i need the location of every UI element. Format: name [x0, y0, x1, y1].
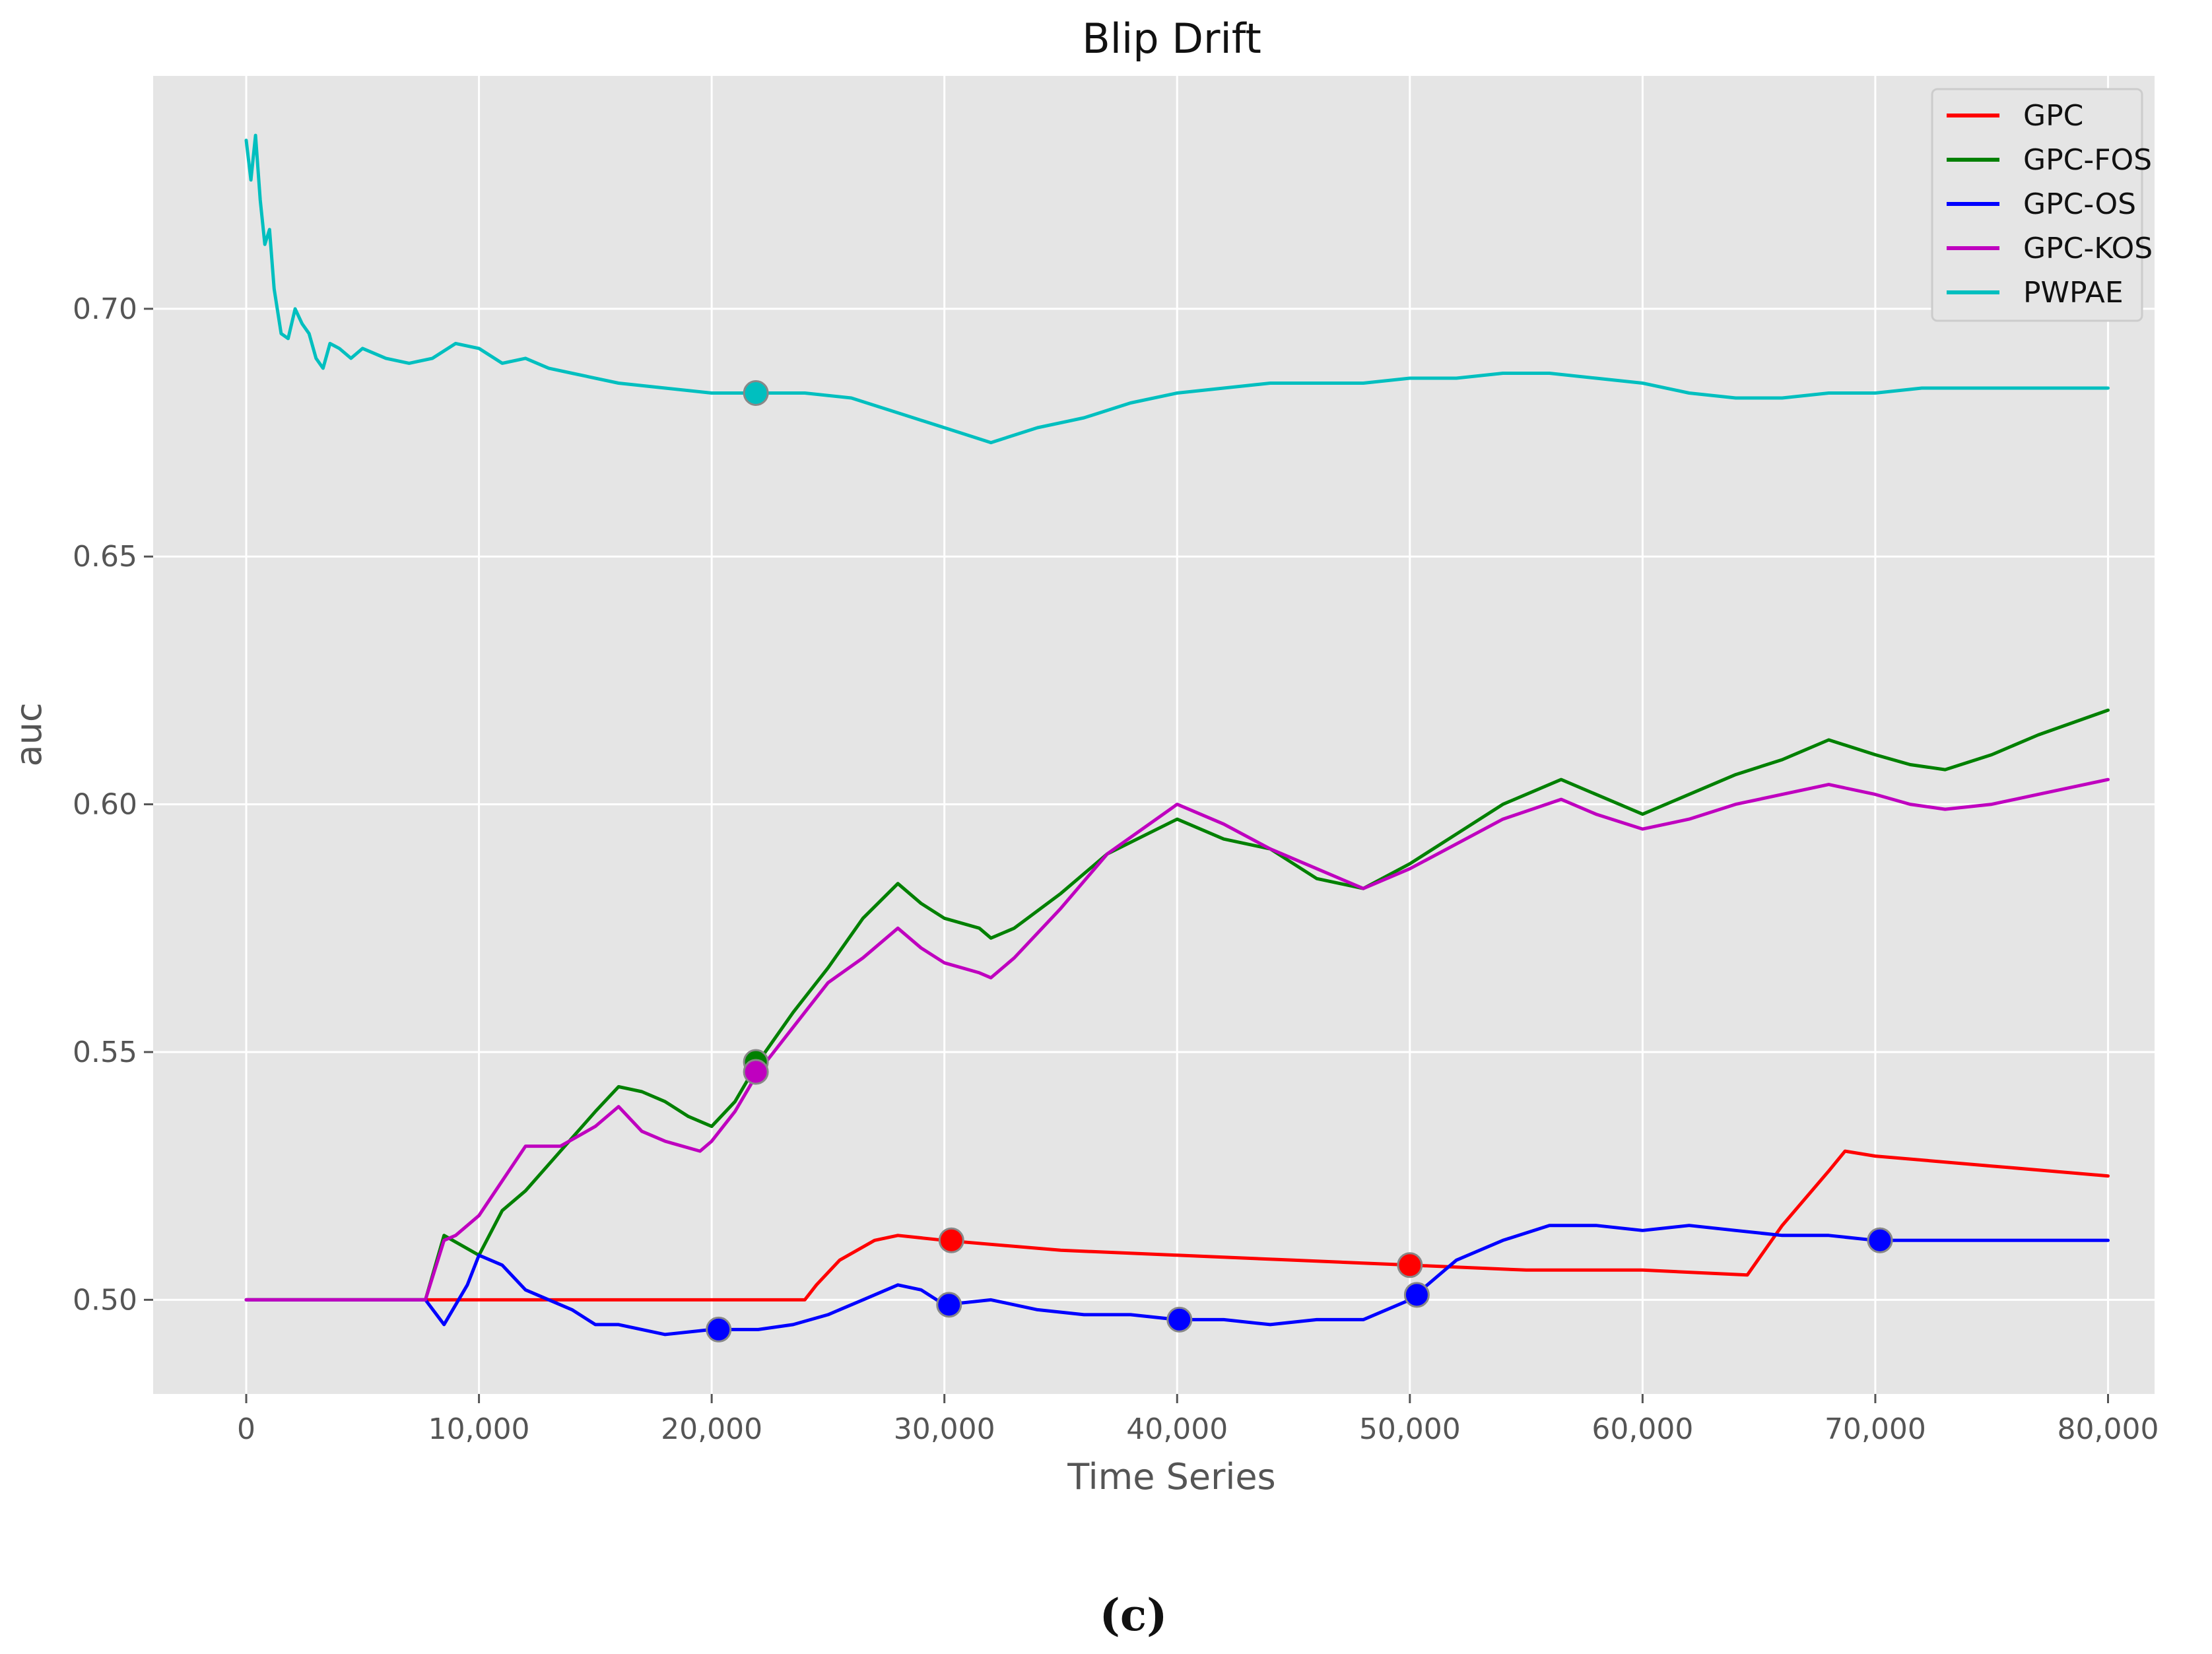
drift-marker-gpc	[1397, 1252, 1423, 1278]
legend-label: GPC-OS	[2023, 187, 2136, 221]
legend: GPC GPC-FOS GPC-OS GPC-KOS PWPAE	[1931, 88, 2153, 322]
series-lines	[244, 133, 2110, 1337]
legend-box	[1931, 88, 2143, 322]
x-tick-label: 20,000	[661, 1412, 762, 1446]
x-tick-label: 40,000	[1126, 1412, 1228, 1446]
drift-marker-gpc-kos	[743, 1059, 769, 1085]
x-axis-ticks: 0 10,000 20,000 30,000 40,000 50,000 60,000 70,…	[237, 1394, 2159, 1446]
drift-marker-gpc-os	[706, 1316, 732, 1342]
grid-lines	[153, 76, 2155, 1394]
series-line-gpc-kos	[244, 777, 2110, 1302]
y-tick-label: 0.55	[73, 1036, 137, 1069]
y-axis-ticks: 0.50 0.55 0.60 0.65 0.70	[73, 292, 153, 1317]
x-tick-label: 30,000	[894, 1412, 995, 1446]
y-tick-label: 0.60	[73, 788, 137, 822]
drift-marker-gpc-os	[1403, 1282, 1430, 1308]
y-axis-label: auc	[8, 702, 50, 766]
series-line-gpc-os	[244, 1224, 2110, 1337]
legend-label: GPC	[2023, 99, 2083, 133]
x-axis-label: Time Series	[1067, 1456, 1275, 1498]
drift-marker-gpc	[938, 1227, 964, 1253]
plot-background	[153, 76, 2155, 1394]
drift-marker-pwpae	[743, 380, 769, 406]
chart-title: Blip Drift	[1082, 15, 1261, 63]
series-markers	[706, 380, 1893, 1342]
x-tick-label: 70,000	[1825, 1412, 1926, 1446]
series-line-pwpae	[244, 133, 2110, 445]
drift-marker-gpc-os	[1166, 1306, 1193, 1333]
y-tick-label: 0.50	[73, 1283, 137, 1317]
figure-caption: (c)	[1100, 1589, 1168, 1641]
x-tick-label: 80,000	[2058, 1412, 2159, 1446]
x-tick-label: 10,000	[428, 1412, 530, 1446]
legend-label: GPC-FOS	[2023, 143, 2152, 177]
x-tick-label: 60,000	[1592, 1412, 1693, 1446]
y-tick-label: 0.65	[73, 540, 137, 574]
x-tick-label: 50,000	[1359, 1412, 1461, 1446]
y-tick-label: 0.70	[73, 292, 137, 326]
drift-marker-gpc-os	[1867, 1227, 1893, 1253]
x-tick-label: 0	[237, 1412, 255, 1446]
drift-marker-gpc-os	[936, 1292, 962, 1318]
legend-label: PWPAE	[2023, 276, 2124, 310]
legend-label: GPC-KOS	[2023, 232, 2153, 265]
series-line-gpc	[244, 1149, 2110, 1302]
series-line-gpc-fos	[244, 708, 2110, 1302]
